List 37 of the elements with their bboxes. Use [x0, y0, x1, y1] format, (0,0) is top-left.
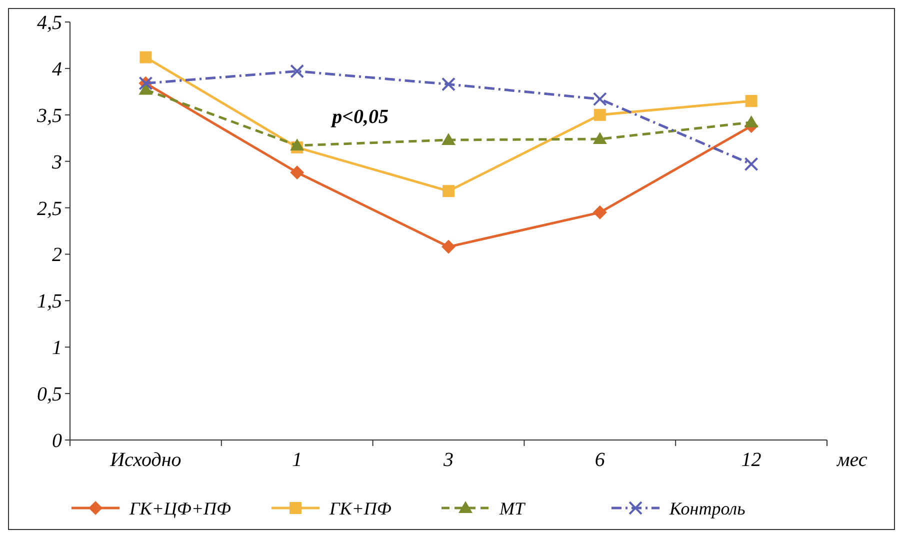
- y-tick-label: 4,5: [37, 12, 62, 34]
- y-tick-label: 2,5: [37, 198, 62, 220]
- x-tick-label: 6: [594, 449, 605, 471]
- point: [442, 240, 456, 254]
- point: [290, 64, 304, 78]
- y-tick-label: 4: [52, 58, 62, 80]
- y-tick-label: 0: [52, 430, 62, 452]
- x-tick-label: Исходно: [109, 449, 182, 471]
- y-tick-label: 2: [52, 244, 62, 266]
- point: [592, 92, 607, 106]
- point: [290, 138, 304, 151]
- point: [592, 205, 607, 220]
- point: [745, 94, 758, 107]
- x-axis-title: мес: [836, 449, 868, 471]
- legend-label: ГК+ЦФ+ПФ: [128, 498, 232, 518]
- point: [138, 82, 153, 95]
- point: [442, 132, 456, 145]
- legend-label: ГК+ПФ: [328, 498, 392, 518]
- point: [744, 115, 758, 128]
- x-tick-label: 12: [741, 449, 762, 471]
- point: [592, 132, 607, 144]
- legend-label: Контроль: [668, 498, 746, 518]
- point: [744, 157, 758, 172]
- x-tick-label: 1: [292, 449, 302, 471]
- point: [442, 185, 454, 198]
- annotation: p<0,05: [330, 106, 389, 128]
- point: [140, 51, 152, 64]
- y-tick-label: 3: [51, 151, 62, 174]
- y-tick-label: 1: [52, 337, 62, 360]
- y-tick-label: 3,5: [36, 104, 62, 127]
- point: [594, 108, 606, 121]
- point: [442, 77, 456, 92]
- legend-label: МТ: [498, 498, 526, 518]
- y-tick-label: 1,5: [37, 290, 62, 313]
- point: [290, 165, 304, 180]
- x-tick-label: 3: [442, 449, 454, 471]
- y-tick-label: 0,5: [37, 384, 62, 406]
